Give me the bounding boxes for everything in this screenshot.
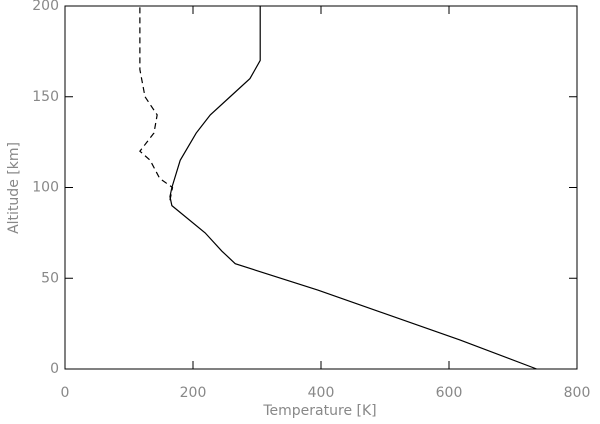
x-tick-label: 200	[180, 385, 207, 401]
data-line	[139, 6, 174, 201]
data-line	[169, 6, 537, 370]
x-axis-label: Temperature [K]	[262, 403, 376, 419]
y-axis-label: Altitude [km]	[6, 142, 22, 234]
y-tick-label: 50	[41, 270, 59, 286]
y-tick-label: 150	[32, 89, 59, 105]
y-tick-label: 200	[32, 0, 59, 14]
x-tick-label: 400	[308, 385, 335, 401]
plot-frame	[64, 5, 578, 370]
y-tick-label: 0	[50, 361, 59, 377]
x-tick-label: 600	[436, 385, 463, 401]
y-tick-label: 100	[32, 180, 59, 196]
x-tick-label: 800	[564, 385, 591, 401]
x-tick-label: 0	[61, 385, 70, 401]
